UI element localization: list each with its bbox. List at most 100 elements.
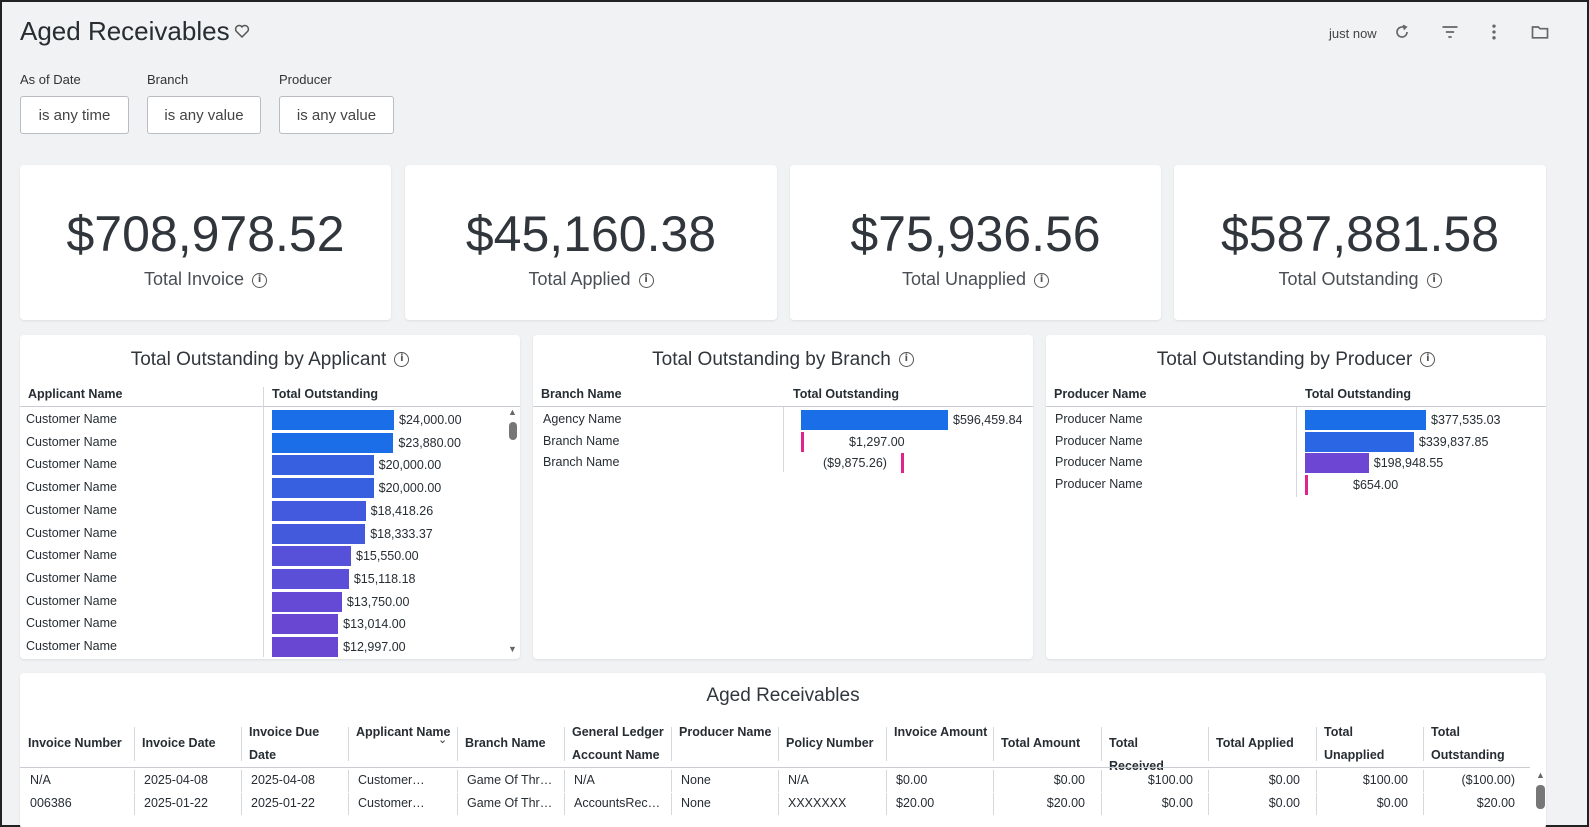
tile-title: Total Outstanding by Producer xyxy=(1156,349,1413,370)
bar-value-label: $15,118.18 xyxy=(353,571,416,586)
column-header[interactable]: Branch Name xyxy=(465,736,546,750)
column-header[interactable]: Invoice Number xyxy=(28,736,122,750)
chevron-down-icon[interactable]: ⌄ xyxy=(438,734,448,746)
kpi-label-row: Total Outstanding i xyxy=(1174,269,1546,290)
scroll-up-icon[interactable]: ▲ xyxy=(1536,770,1545,780)
filter-producer-button[interactable]: is any value xyxy=(279,96,394,134)
column-header[interactable]: Total Amount xyxy=(1001,736,1081,750)
table-cell: 2025-04-08 xyxy=(251,773,315,787)
bar-value-label: ($9,875.26) xyxy=(823,456,887,470)
bar[interactable] xyxy=(801,410,948,430)
column-header[interactable]: Producer Name xyxy=(679,725,772,739)
column-divider xyxy=(783,407,784,472)
bar[interactable] xyxy=(272,432,394,453)
heart-icon[interactable] xyxy=(233,22,251,40)
column-header[interactable]: Total Outstanding xyxy=(1431,725,1505,762)
kpi-card-total-applied: $45,160.38 Total Applied i xyxy=(405,165,777,320)
column-divider xyxy=(457,793,458,815)
column-header[interactable]: Total Unapplied xyxy=(1324,725,1385,762)
column-divider xyxy=(886,793,887,815)
bar[interactable] xyxy=(1305,431,1414,452)
column-header[interactable]: Total Received xyxy=(1109,736,1164,773)
bar[interactable] xyxy=(272,591,342,612)
info-icon[interactable]: i xyxy=(394,352,410,368)
column-header-outstanding[interactable]: Total Outstanding xyxy=(1305,387,1412,401)
scrollbar-thumb[interactable] xyxy=(1536,785,1545,809)
column-divider xyxy=(993,727,994,761)
column-divider xyxy=(134,793,135,815)
scroll-up-icon[interactable]: ▲ xyxy=(508,407,517,417)
column-header-branch[interactable]: Branch Name xyxy=(541,387,622,401)
more-vert-icon[interactable] xyxy=(1484,22,1504,42)
column-header[interactable]: Invoice Date xyxy=(142,736,216,750)
page-title: Aged Receivables xyxy=(20,16,230,46)
scroll-down-icon[interactable]: ▼ xyxy=(508,644,517,654)
row-label: Customer Name xyxy=(26,502,117,517)
column-header[interactable]: General Ledger Account Name xyxy=(572,725,664,762)
column-header[interactable]: Invoice Due Date xyxy=(249,725,320,762)
bar[interactable] xyxy=(272,455,374,476)
info-icon[interactable]: i xyxy=(1034,272,1050,288)
row-label: Customer Name xyxy=(26,639,117,653)
tile-title: Total Outstanding by Branch xyxy=(652,349,891,370)
column-header[interactable]: Policy Number xyxy=(786,736,874,750)
bar[interactable] xyxy=(272,410,394,430)
info-icon[interactable]: i xyxy=(252,272,268,288)
bar[interactable] xyxy=(272,500,366,521)
kpi-value: $45,160.38 xyxy=(465,206,717,262)
tile-title: Total Outstanding by Applicant xyxy=(130,349,387,370)
row-label: Agency Name xyxy=(543,412,622,426)
info-icon[interactable]: i xyxy=(1426,272,1442,288)
info-icon[interactable]: i xyxy=(638,272,654,288)
kpi-label-row: Total Applied i xyxy=(405,269,777,290)
bar[interactable] xyxy=(272,637,339,657)
bar[interactable] xyxy=(272,546,352,567)
row-label: Customer Name xyxy=(26,525,117,540)
bar-value-label: $23,880.00 xyxy=(398,435,461,450)
bar[interactable] xyxy=(272,478,374,499)
bar[interactable] xyxy=(1305,474,1308,495)
column-divider xyxy=(778,727,779,761)
filter-branch-button[interactable]: is any value xyxy=(147,96,261,134)
column-header-applicant[interactable]: Applicant Name xyxy=(28,387,123,401)
column-header-outstanding[interactable]: Total Outstanding xyxy=(272,387,379,401)
table-cell: XXXXXXX xyxy=(788,796,847,810)
table-cell: $0.00 xyxy=(1268,796,1300,810)
column-divider xyxy=(886,770,887,792)
column-divider xyxy=(1101,793,1102,815)
row-label: Customer Name xyxy=(26,434,117,449)
scrollbar-thumb[interactable] xyxy=(509,422,517,440)
table-cell: 2025-01-22 xyxy=(144,796,208,810)
bar[interactable] xyxy=(272,614,339,635)
column-divider xyxy=(241,770,242,792)
bar-value-label: $13,014.00 xyxy=(343,617,406,632)
folder-icon[interactable] xyxy=(1530,22,1550,42)
column-divider xyxy=(564,770,565,792)
table-cell: N/A xyxy=(30,773,51,787)
info-icon[interactable]: i xyxy=(1420,352,1436,368)
bar[interactable] xyxy=(801,431,804,452)
bar[interactable] xyxy=(1305,453,1369,473)
kpi-value: $587,881.58 xyxy=(1220,206,1500,262)
column-header-producer[interactable]: Producer Name xyxy=(1054,387,1147,401)
info-icon[interactable]: i xyxy=(898,352,914,368)
column-divider xyxy=(778,793,779,815)
filter-date-button[interactable]: is any time xyxy=(20,96,129,134)
bar-value-label: $24,000.00 xyxy=(399,413,462,427)
column-divider xyxy=(241,793,242,815)
filter-label-branch: Branch xyxy=(147,72,189,87)
bar[interactable] xyxy=(272,568,349,589)
bar[interactable] xyxy=(272,523,366,544)
column-divider xyxy=(263,387,264,657)
refresh-icon[interactable] xyxy=(1392,22,1412,42)
bar[interactable] xyxy=(1305,410,1426,430)
column-header[interactable]: Total Applied xyxy=(1216,736,1294,750)
row-label: Producer Name xyxy=(1055,476,1143,491)
column-header[interactable]: Applicant Name xyxy=(356,725,451,739)
bar[interactable] xyxy=(901,453,904,473)
row-label: Branch Name xyxy=(543,433,620,448)
header-divider xyxy=(20,767,1530,768)
column-header-outstanding[interactable]: Total Outstanding xyxy=(793,387,900,401)
column-header[interactable]: Invoice Amount xyxy=(894,725,988,739)
filter-icon[interactable] xyxy=(1440,22,1460,42)
